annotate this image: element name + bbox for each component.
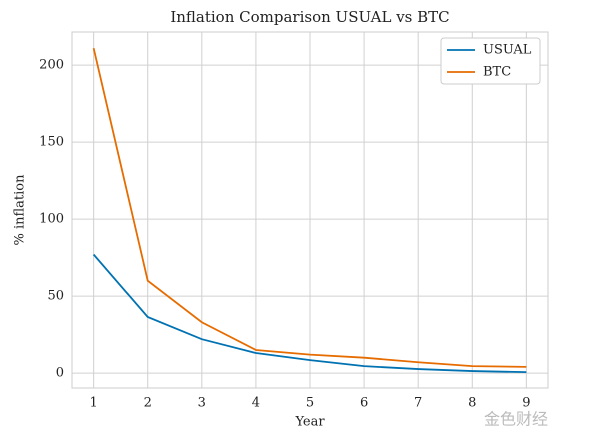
y-tick-label: 50: [47, 289, 64, 304]
y-tick-label: 0: [56, 366, 64, 381]
y-tick-label: 200: [39, 58, 64, 73]
y-tick-label: 150: [39, 135, 64, 150]
x-axis-label: Year: [294, 415, 325, 430]
watermark: 金色财经: [484, 410, 548, 429]
x-tick-label: 5: [306, 396, 314, 411]
x-tick-label: 9: [522, 396, 530, 411]
x-tick-label: 3: [198, 396, 206, 411]
legend-label: BTC: [483, 65, 511, 80]
series-line: [92, 253, 527, 374]
y-tick-label: 100: [39, 212, 64, 227]
x-tick-label: 2: [144, 396, 152, 411]
x-tick-label: 8: [468, 396, 476, 411]
chart-title: Inflation Comparison USUAL vs BTC: [170, 8, 449, 26]
series-line: [92, 47, 527, 368]
x-tick-label: 4: [252, 396, 260, 411]
plot-frame: [71, 31, 549, 389]
legend-label: USUAL: [483, 43, 532, 58]
x-tick-label: 1: [89, 396, 97, 411]
y-axis-label: % inflation: [13, 174, 28, 246]
x-tick-label: 6: [360, 396, 368, 411]
x-tick-label: 7: [414, 396, 422, 411]
